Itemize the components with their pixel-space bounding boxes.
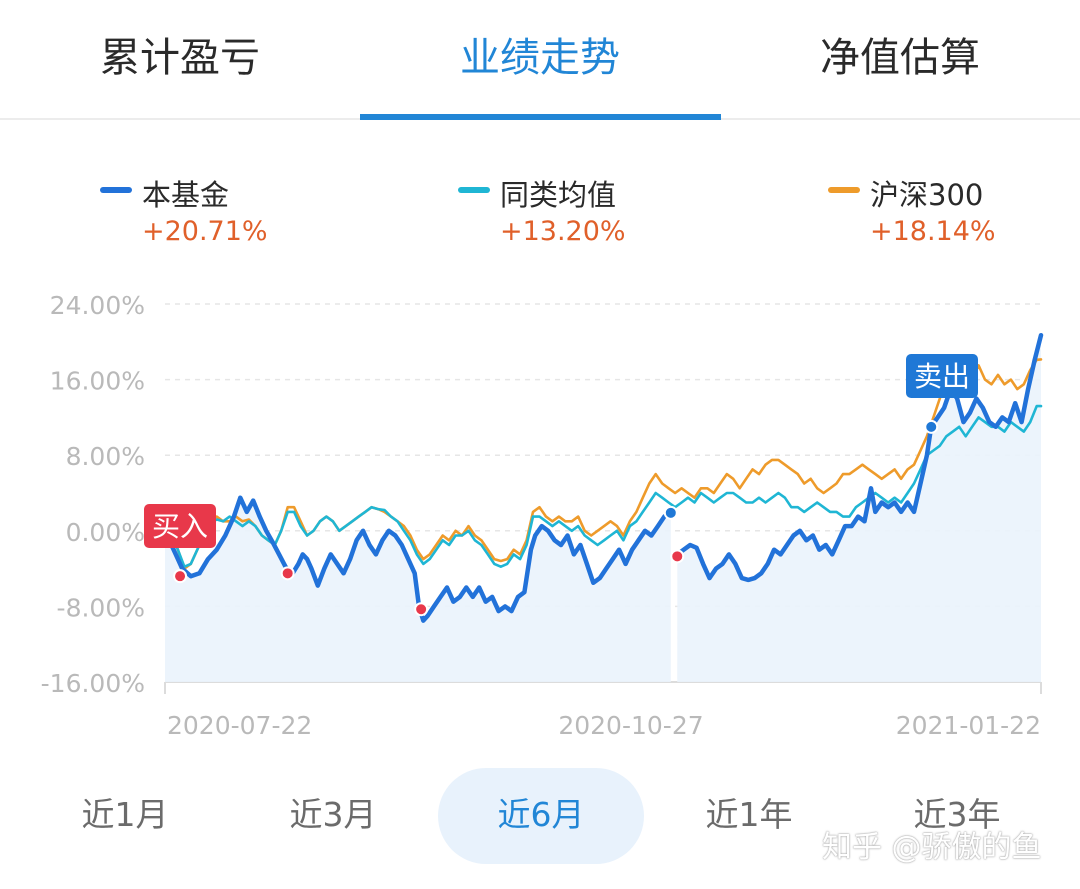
tab-nav-estimate[interactable]: 净值估算 [820,35,980,81]
legend-swatch-fund [100,187,132,193]
sell-badge: 卖出 [914,360,970,393]
legend-name-csi300: 沪深300 [870,178,984,212]
y-tick-label: -16.00% [41,669,145,698]
x-tick-label: 2021-01-22 [896,711,1041,740]
active-tab-indicator [360,114,721,120]
y-tick-label: 16.00% [50,367,145,396]
buy-point [670,549,685,564]
legend-name-fund: 本基金 [142,178,230,212]
fund-line [675,332,1044,583]
period-6-months[interactable]: 近6月 [438,768,644,864]
y-tick-label: 0.00% [66,518,145,547]
legend-value-csi300: +18.14% [870,216,996,247]
legend-value-peer-average: +13.20% [500,216,626,247]
sell-point [663,505,678,520]
peer-average-line [163,404,1043,568]
buy-badge-bg [144,504,216,548]
legend-value-fund: +20.71% [142,216,268,247]
period-3-years[interactable]: 近3年 [913,795,1001,834]
legend-swatch-csi300 [828,187,860,193]
buy-point [414,602,429,617]
buy-point [173,569,188,584]
period-1-year[interactable]: 近1年 [705,795,793,834]
tab-performance-trend[interactable]: 业绩走势 [460,35,620,81]
buy-badge: 买入 [152,510,208,543]
y-tick-label: 8.00% [66,442,145,471]
tab-cumulative-pnl[interactable]: 累计盈亏 [100,35,260,81]
sell-point [924,419,939,434]
period-3-months[interactable]: 近3月 [289,795,377,834]
watermark: 知乎 @骄傲的鱼 [822,830,1042,865]
y-tick-label: 24.00% [50,291,145,320]
period-1-month[interactable]: 近1月 [81,795,169,834]
sell-badge-bg [906,354,978,398]
x-tick-label: 2020-10-27 [558,711,703,740]
fund-area-fill [165,335,1041,682]
buy-point [280,566,295,581]
legend-name-peer-average: 同类均值 [500,178,617,212]
performance-chart[interactable]: 24.00% 16.00% 8.00% 0.00% -8.00% -16.00% 2020-… [0,280,1080,750]
x-tick-label: 2020-07-22 [167,711,312,740]
period-selector: 近1月 近3月 近6月 近1年 近3年 [0,768,1080,864]
y-tick-label: -8.00% [57,593,145,622]
tab-bar: 累计盈亏 业绩走势 净值估算 [0,0,1080,120]
legend-swatch-peer-average [458,187,490,193]
